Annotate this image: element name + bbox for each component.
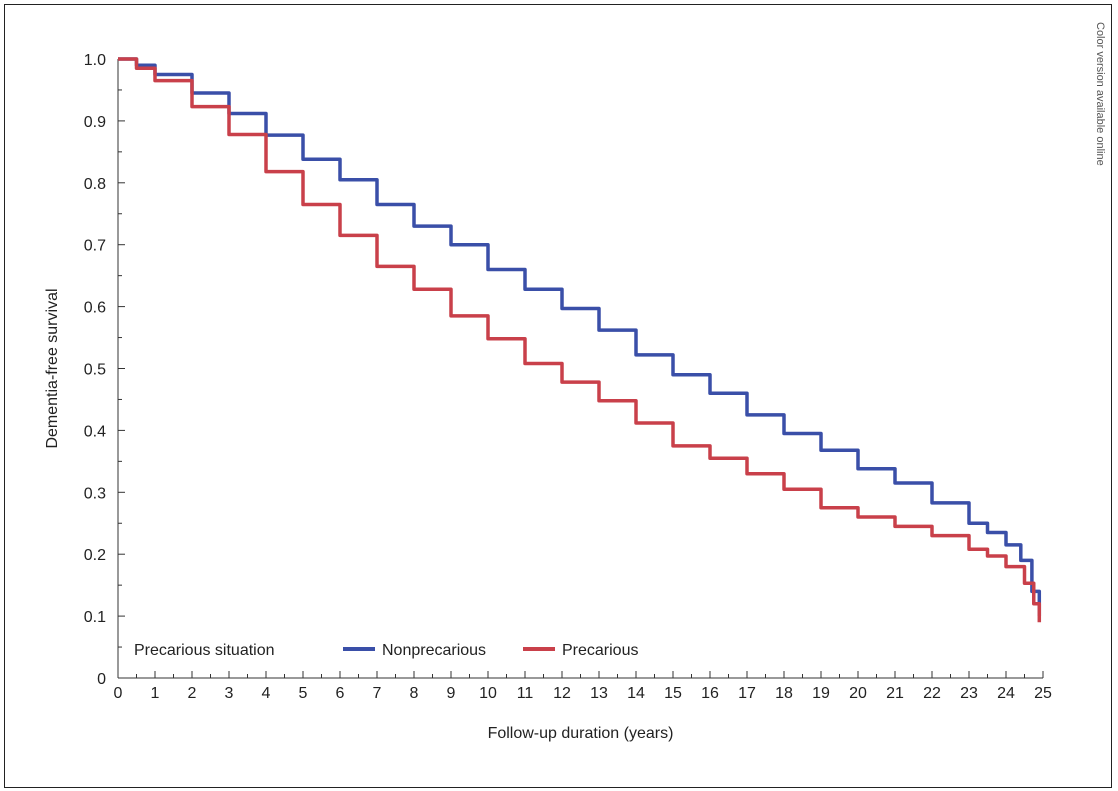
y-tick-label: 0.4	[84, 423, 106, 440]
x-tick-label: 4	[262, 685, 271, 702]
series-line-precarious	[118, 57, 1042, 623]
x-tick-label: 2	[188, 685, 197, 702]
x-tick-label: 20	[849, 685, 867, 702]
x-tick-label: 7	[373, 685, 382, 702]
axes: 0 1 2 3 4 5 6 7 8 9 10 11 12 13 14 15 16 17 18 19 20 21 22 23 24…	[44, 52, 1052, 742]
x-tick-label: 21	[886, 685, 904, 702]
y-tick-label: 0.5	[84, 362, 106, 379]
x-tick-label: 23	[960, 685, 978, 702]
legend-label-precarious: Precarious	[562, 642, 638, 659]
x-tick-label: 24	[997, 685, 1015, 702]
x-axis-title: Follow-up duration (years)	[488, 725, 674, 742]
y-tick-label: 0.7	[84, 238, 106, 255]
x-tick-label: 17	[738, 685, 756, 702]
y-tick-label: 0	[97, 671, 106, 688]
x-tick-label: 8	[410, 685, 419, 702]
legend-title: Precarious situation	[134, 642, 275, 659]
x-tick-label: 14	[627, 685, 645, 702]
x-tick-label: 13	[590, 685, 608, 702]
x-tick-label: 19	[812, 685, 830, 702]
y-tick-label: 0.8	[84, 176, 106, 193]
x-tick-label: 0	[114, 685, 123, 702]
y-tick-label: 0.3	[84, 485, 106, 502]
x-tick-label: 11	[517, 685, 534, 702]
x-tick-label: 5	[299, 685, 308, 702]
y-tick-label: 0.9	[84, 114, 106, 131]
x-tick-label: 12	[553, 685, 571, 702]
legend-label-nonprecarious: Nonprecarious	[382, 642, 486, 659]
y-axis-title: Dementia-free survival	[44, 288, 61, 448]
x-tick-label: 1	[151, 685, 160, 702]
x-tick-label: 16	[701, 685, 719, 702]
figure-frame	[4, 4, 1112, 788]
y-tick-label: 0.1	[84, 609, 106, 626]
y-tick-label: 1.0	[84, 52, 106, 69]
x-tick-label: 3	[225, 685, 234, 702]
x-tick-label: 9	[447, 685, 456, 702]
x-tick-label: 25	[1034, 685, 1052, 702]
x-tick-label: 15	[664, 685, 682, 702]
x-tick-label: 10	[479, 685, 497, 702]
y-tick-label: 0.2	[84, 547, 106, 564]
series-layer	[118, 57, 1042, 623]
x-tick-label: 6	[336, 685, 345, 702]
series-line-nonprecarious	[118, 57, 1042, 617]
x-tick-label: 22	[923, 685, 941, 702]
y-tick-label: 0.6	[84, 300, 106, 317]
legend: Precarious situation Nonprecarious Precari…	[134, 642, 638, 659]
x-tick-label: 18	[775, 685, 793, 702]
